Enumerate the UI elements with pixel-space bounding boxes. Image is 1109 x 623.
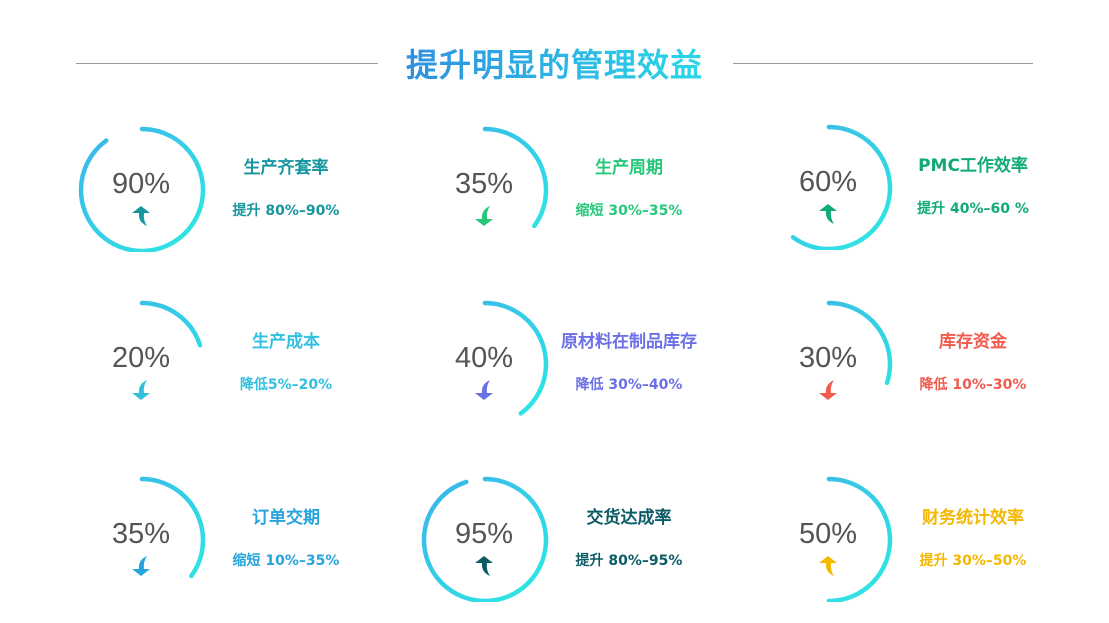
progress-arc — [78, 476, 206, 602]
metric-name: 生产周期 — [595, 158, 663, 178]
progress-arc — [421, 300, 549, 426]
metric-detail: 缩短 10%–35% — [232, 553, 340, 569]
progress-arc — [421, 126, 549, 252]
metric-card: 50% 财务统计效率 提升 30%–50% — [763, 470, 1063, 610]
progress-arc — [78, 126, 206, 252]
arrow-up-icon — [475, 556, 493, 576]
metric-name: 库存资金 — [939, 332, 1007, 352]
progress-ring — [765, 124, 893, 250]
progress-arc — [78, 300, 206, 426]
metric-card: 30% 库存资金 降低 10%–30% — [763, 294, 1063, 434]
metric-detail: 提升 40%–60 % — [917, 201, 1029, 217]
metric-detail: 缩短 30%–35% — [575, 203, 683, 219]
progress-arc — [765, 124, 893, 250]
metric-value: 40% — [454, 342, 514, 374]
metric-detail: 提升 30%–50% — [919, 553, 1027, 569]
metric-card: 35% 生产周期 缩短 30%–35% — [419, 120, 719, 260]
metric-card: 60% PMC工作效率 提升 40%–60 % — [763, 118, 1063, 258]
metric-name: 原材料在制品库存 — [561, 332, 697, 352]
page-title-text: 提升明显的管理效益 — [405, 46, 703, 84]
metric-detail: 降低 10%–30% — [919, 377, 1027, 393]
progress-arc — [421, 476, 549, 602]
arrow-up-icon — [819, 204, 837, 224]
metric-value: 95% — [454, 518, 514, 550]
metric-name: 生产成本 — [252, 332, 320, 352]
metric-value: 50% — [798, 518, 858, 550]
metric-card: 95% 交货达成率 提升 80%–95% — [419, 470, 719, 610]
metric-value: 35% — [454, 168, 514, 200]
metric-name: PMC工作效率 — [918, 156, 1028, 176]
metric-detail: 降低 30%–40% — [575, 377, 683, 393]
progress-ring — [78, 476, 206, 602]
metric-detail: 降低5%–20% — [239, 377, 333, 393]
metric-detail: 提升 80%–95% — [575, 553, 683, 569]
metric-card: 90% 生产齐套率 提升 80%–90% — [76, 120, 376, 260]
progress-ring — [421, 126, 549, 252]
metric-name: 生产齐套率 — [243, 158, 329, 178]
metric-name: 财务统计效率 — [922, 508, 1024, 528]
arrow-up-icon — [819, 556, 837, 576]
progress-ring — [421, 476, 549, 602]
metric-value: 90% — [111, 168, 171, 200]
title-divider-right — [733, 63, 1033, 64]
arrow-down-icon — [132, 556, 150, 576]
arrow-up-icon — [132, 206, 150, 226]
progress-ring — [765, 476, 893, 602]
arrow-down-icon — [132, 380, 150, 400]
progress-ring — [78, 126, 206, 252]
page-title: 提升明显的管理效益 — [0, 40, 1109, 86]
metric-name: 交货达成率 — [586, 508, 672, 528]
metric-value: 30% — [798, 342, 858, 374]
arrow-down-icon — [475, 206, 493, 226]
metric-card: 20% 生产成本 降低5%–20% — [76, 294, 376, 434]
metric-card: 40% 原材料在制品库存 降低 30%–40% — [419, 294, 719, 434]
progress-ring — [765, 300, 893, 426]
metric-value: 60% — [798, 166, 858, 198]
metric-detail: 提升 80%–90% — [232, 203, 340, 219]
progress-arc — [765, 476, 893, 602]
metric-value: 20% — [111, 342, 171, 374]
arrow-down-icon — [475, 380, 493, 400]
metric-name: 订单交期 — [252, 508, 320, 528]
progress-ring — [421, 300, 549, 426]
metric-value: 35% — [111, 518, 171, 550]
metric-card: 35% 订单交期 缩短 10%–35% — [76, 470, 376, 610]
progress-arc — [765, 300, 893, 426]
arrow-down-icon — [819, 380, 837, 400]
progress-ring — [78, 300, 206, 426]
title-divider-left — [76, 63, 378, 64]
